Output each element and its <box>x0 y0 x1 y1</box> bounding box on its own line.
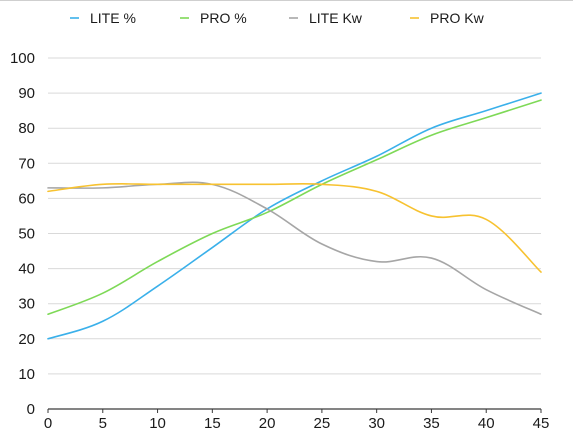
legend-label: PRO Kw <box>430 10 485 26</box>
y-tick-label: 40 <box>18 261 35 278</box>
y-tick-label: 0 <box>27 401 35 418</box>
y-tick-label: 20 <box>18 331 35 348</box>
series-line-lite-kw <box>47 181 542 316</box>
series-lines <box>47 92 542 340</box>
y-tick-label: 30 <box>18 296 35 313</box>
y-tick-label: 70 <box>18 155 35 172</box>
y-axis-tick-labels: 0 10 20 30 40 50 60 70 80 90 100 <box>10 50 35 418</box>
legend-label: PRO % <box>200 10 247 26</box>
y-tick-label: 90 <box>18 85 35 102</box>
x-axis-tick-labels: 0 5 10 15 20 25 30 35 40 45 <box>44 409 550 432</box>
x-tick-label: 15 <box>204 415 221 432</box>
x-tick-label: 40 <box>478 415 495 432</box>
series-line-pro-kw <box>47 183 542 273</box>
grid-lines <box>48 57 541 375</box>
x-tick-label: 0 <box>44 415 52 432</box>
series-line-lite-pct <box>47 92 542 340</box>
x-tick-label: 35 <box>423 415 440 432</box>
legend-label: LITE % <box>90 10 136 26</box>
x-tick-label: 20 <box>259 415 276 432</box>
y-tick-label: 50 <box>18 226 35 243</box>
series-line-pro-pct <box>47 99 542 316</box>
x-tick-label: 10 <box>149 415 166 432</box>
x-tick-label: 30 <box>368 415 385 432</box>
x-tick-label: 45 <box>533 415 550 432</box>
legend-item-lite-pct: LITE % <box>70 10 136 26</box>
x-tick-label: 25 <box>314 415 331 432</box>
y-tick-label: 80 <box>18 120 35 137</box>
legend-item-lite-kw: LITE Kw <box>289 10 363 26</box>
legend-item-pro-pct: PRO % <box>180 10 247 26</box>
y-tick-label: 100 <box>10 50 35 67</box>
x-tick-label: 5 <box>99 415 107 432</box>
y-tick-label: 60 <box>18 190 35 207</box>
legend-label: LITE Kw <box>309 10 363 26</box>
legend: LITE % PRO % LITE Kw PRO Kw <box>70 10 485 26</box>
y-tick-label: 10 <box>18 366 35 383</box>
legend-item-pro-kw: PRO Kw <box>410 10 485 26</box>
